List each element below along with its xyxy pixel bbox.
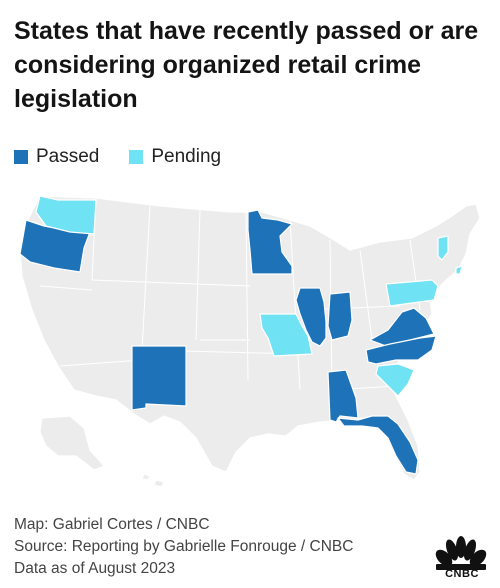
credit-map: Map: Gabriel Cortes / CNBC <box>14 516 210 533</box>
legend-item-passed: Passed <box>14 146 99 168</box>
state-missouri <box>259 313 313 357</box>
state-new-jersey <box>455 265 463 275</box>
passed-swatch <box>14 150 28 164</box>
peacock-logo-icon <box>435 536 487 570</box>
state-pennsylvania <box>385 279 439 307</box>
us-map <box>0 190 500 490</box>
credits: Map: Gabriel Cortes / CNBC Source: Repor… <box>14 514 353 580</box>
state-alabama <box>327 369 359 423</box>
state-illinois <box>295 287 327 347</box>
credit-source: Source: Reporting by Gabrielle Fonrouge … <box>14 538 354 555</box>
state-minnesota <box>247 209 293 275</box>
state-indiana <box>327 291 353 341</box>
credit-date: Data as of August 2023 <box>14 560 176 577</box>
alaska <box>39 415 105 471</box>
state-south-carolina <box>375 363 415 397</box>
pending-label: Pending <box>151 146 222 167</box>
legend: Passed Pending <box>14 146 251 168</box>
state-north-carolina <box>365 335 437 365</box>
passed-label: Passed <box>36 146 100 167</box>
hawaii <box>141 473 165 488</box>
legend-item-pending: Pending <box>129 146 221 168</box>
logo-text: CNBC <box>445 568 479 580</box>
state-vermont <box>437 235 449 261</box>
state-florida <box>337 415 419 475</box>
state-new-mexico <box>131 345 187 411</box>
chart-title: States that have recently passed or are … <box>14 17 479 113</box>
pending-swatch <box>129 150 144 164</box>
state-washington <box>35 195 97 235</box>
